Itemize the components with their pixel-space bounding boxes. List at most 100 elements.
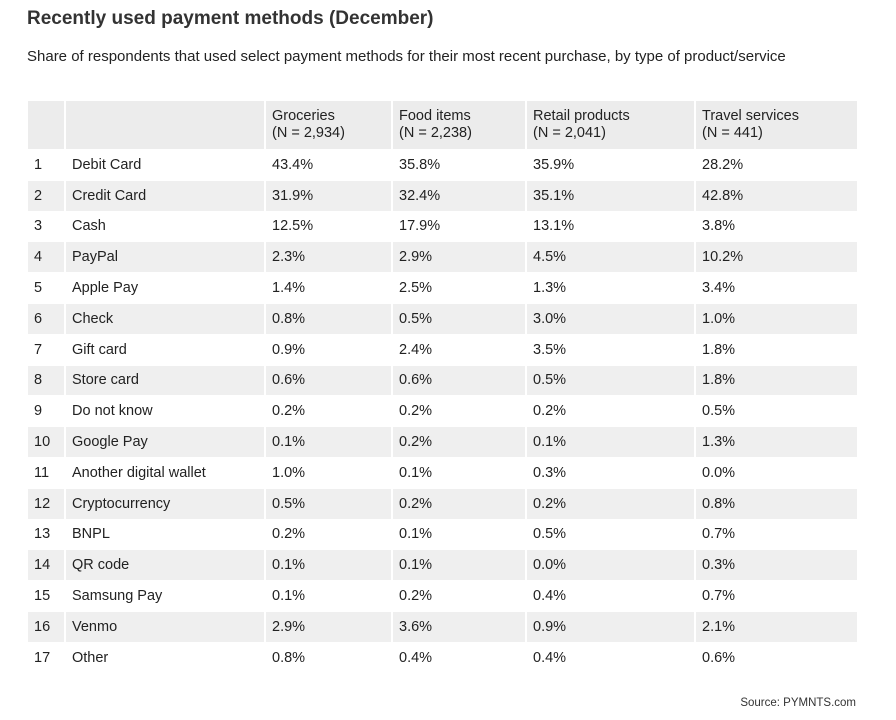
value-cell: 35.9% (533, 156, 575, 173)
value-cell: 0.5% (533, 526, 567, 543)
value-cell: 0.1% (393, 550, 525, 581)
payment-methods-table: Groceries (N = 2,934) Food items (N = 2,23… (26, 100, 859, 674)
value-cell: 32.4% (393, 180, 525, 211)
value-cell: 0.6% (393, 365, 525, 396)
table-row: 10 Google Pay 0.1% 0.2% 0.1% 1.3% (28, 427, 857, 457)
table-row: 6 Check 0.8% 0.5% 3.0% 1.0% (28, 303, 857, 334)
method-cell: Other (72, 649, 109, 666)
table-row: 7 Gift card 0.9% 2.4% 3.5% 1.8% (28, 335, 857, 365)
rank-cell: 1 (34, 156, 43, 173)
value-cell: 35.1% (527, 180, 694, 211)
value-cell: 0.4% (533, 588, 567, 605)
table-row: 11 Another digital wallet 1.0% 0.1% 0.3% 0.0% (28, 458, 857, 488)
method-cell: QR code (66, 550, 264, 581)
value-cell: 0.1% (266, 550, 391, 581)
value-cell: 0.9% (527, 611, 694, 642)
value-cell: 2.9% (393, 242, 525, 273)
table-row: 1 Debit Card 43.4% 35.8% 35.9% 28.2% (28, 150, 857, 180)
rank-cell: 3 (34, 218, 43, 235)
value-cell: 0.9% (272, 341, 306, 358)
value-cell: 1.8% (702, 341, 736, 358)
value-cell: 0.3% (696, 550, 857, 581)
table-row: 2 Credit Card 31.9% 32.4% 35.1% 42.8% (28, 180, 857, 211)
chart-title: Recently used payment methods (December) (27, 8, 434, 29)
chart-subtitle: Share of respondents that used select pa… (27, 48, 786, 65)
method-cell: Samsung Pay (72, 588, 163, 605)
header-row: Groceries (N = 2,934) Food items (N = 2,23… (28, 101, 857, 149)
value-cell: 0.2% (533, 403, 567, 420)
table-body: 1 Debit Card 43.4% 35.8% 35.9% 28.2% 2 Credit C… (28, 150, 857, 673)
rank-cell: 5 (34, 280, 43, 297)
value-cell: 0.2% (272, 526, 306, 543)
source-note: Source: PYMNTS.com (740, 697, 856, 709)
column-label: Retail products (533, 108, 630, 124)
value-cell: 31.9% (266, 180, 391, 211)
value-cell: 4.5% (527, 242, 694, 273)
value-cell: 0.2% (393, 427, 525, 457)
value-cell: 2.4% (399, 341, 433, 358)
value-cell: 13.1% (533, 218, 575, 235)
value-cell: 0.1% (399, 464, 433, 481)
table-row: 4 PayPal 2.3% 2.9% 4.5% 10.2% (28, 242, 857, 273)
table-row: 14 QR code 0.1% 0.1% 0.0% 0.3% (28, 550, 857, 581)
rank-cell: 10 (28, 427, 64, 457)
value-cell: 0.2% (527, 488, 694, 519)
value-cell: 0.4% (533, 649, 567, 666)
value-cell: 35.8% (399, 156, 441, 173)
value-cell: 12.5% (272, 218, 314, 235)
value-cell: 1.8% (696, 365, 857, 396)
value-cell: 0.5% (702, 403, 736, 420)
value-cell: 0.2% (399, 588, 433, 605)
value-cell: 0.7% (702, 588, 736, 605)
value-cell: 0.6% (702, 649, 736, 666)
rank-cell: 8 (28, 365, 64, 396)
method-cell: Do not know (72, 403, 153, 420)
value-cell: 3.4% (702, 280, 736, 297)
table-row: 5 Apple Pay 1.4% 2.5% 1.3% 3.4% (28, 273, 857, 303)
column-n: (N = 2,041) (533, 125, 606, 141)
rank-cell: 17 (34, 649, 51, 666)
table-row: 16 Venmo 2.9% 3.6% 0.9% 2.1% (28, 611, 857, 642)
value-cell: 0.0% (527, 550, 694, 581)
value-cell: 3.6% (393, 611, 525, 642)
value-cell: 10.2% (696, 242, 857, 273)
value-cell: 0.1% (266, 427, 391, 457)
method-cell: Venmo (66, 611, 264, 642)
value-cell: 1.3% (533, 280, 567, 297)
rank-cell: 9 (34, 403, 43, 420)
method-cell: BNPL (72, 526, 110, 543)
table-row: 12 Cryptocurrency 0.5% 0.2% 0.2% 0.8% (28, 488, 857, 519)
value-cell: 0.1% (272, 588, 306, 605)
header-travel-services: Travel services (N = 441) (696, 101, 857, 149)
method-cell: Check (66, 303, 264, 334)
header-food-items: Food items (N = 2,238) (393, 101, 525, 149)
table-row: 15 Samsung Pay 0.1% 0.2% 0.4% 0.7% (28, 581, 857, 611)
value-cell: 0.5% (266, 488, 391, 519)
value-cell: 0.5% (393, 303, 525, 334)
value-cell: 0.2% (272, 403, 306, 420)
value-cell: 28.2% (702, 156, 744, 173)
method-cell: PayPal (66, 242, 264, 273)
value-cell: 0.1% (399, 526, 433, 543)
value-cell: 0.5% (527, 365, 694, 396)
column-label: Travel services (702, 108, 799, 124)
method-cell: Cryptocurrency (66, 488, 264, 519)
rank-cell: 7 (34, 341, 43, 358)
rank-cell: 4 (28, 242, 64, 273)
column-n: (N = 2,934) (272, 125, 345, 141)
table-row: 13 BNPL 0.2% 0.1% 0.5% 0.7% (28, 520, 857, 550)
value-cell: 3.0% (527, 303, 694, 334)
value-cell: 0.2% (393, 488, 525, 519)
value-cell: 17.9% (399, 218, 441, 235)
rank-cell: 12 (28, 488, 64, 519)
value-cell: 0.1% (527, 427, 694, 457)
header-rank (28, 101, 64, 149)
table-row: 9 Do not know 0.2% 0.2% 0.2% 0.5% (28, 396, 857, 426)
value-cell: 3.8% (702, 218, 736, 235)
value-cell: 1.0% (272, 464, 306, 481)
value-cell: 0.4% (399, 649, 433, 666)
value-cell: 0.3% (533, 464, 567, 481)
value-cell: 42.8% (696, 180, 857, 211)
value-cell: 0.6% (266, 365, 391, 396)
value-cell: 2.5% (399, 280, 433, 297)
